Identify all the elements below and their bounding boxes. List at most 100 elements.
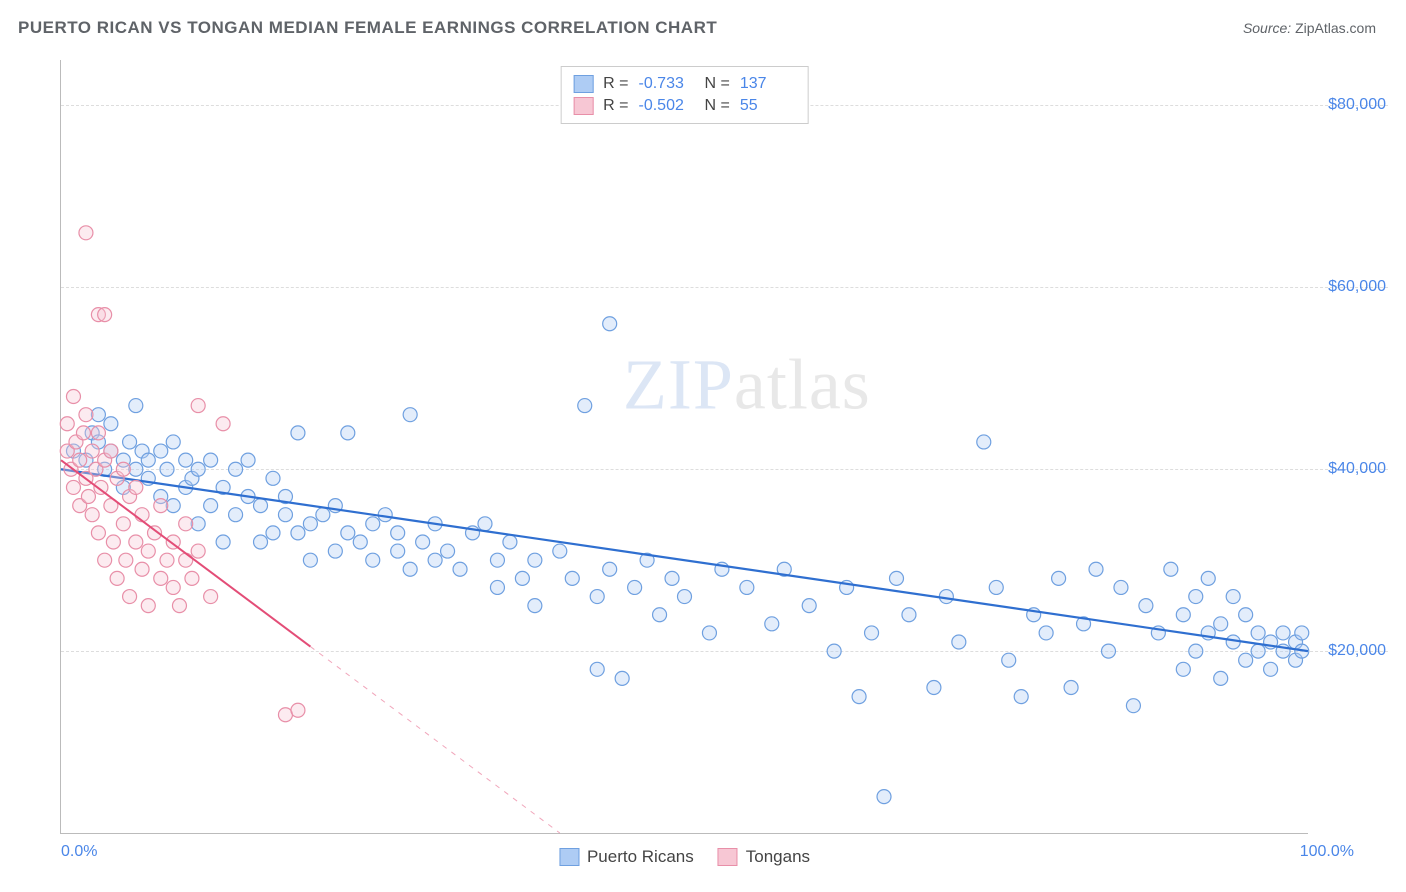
data-point [204, 453, 218, 467]
data-point [216, 535, 230, 549]
data-point [1114, 580, 1128, 594]
data-point [191, 399, 205, 413]
data-point [81, 490, 95, 504]
data-point [179, 553, 193, 567]
data-point [403, 408, 417, 422]
data-point [185, 571, 199, 585]
data-point [98, 553, 112, 567]
legend-swatch-tongan [718, 848, 738, 866]
data-point [391, 544, 405, 558]
legend-label-pr: Puerto Ricans [587, 847, 694, 867]
data-point [1176, 662, 1190, 676]
data-point [1251, 644, 1265, 658]
data-point [889, 571, 903, 585]
data-point [416, 535, 430, 549]
legend-item-pr: Puerto Ricans [559, 847, 694, 867]
data-point [1189, 590, 1203, 604]
data-point [141, 453, 155, 467]
data-point [278, 508, 292, 522]
data-point [229, 508, 243, 522]
legend-row-tongan: R = -0.502 N = 55 [573, 95, 796, 117]
data-point [60, 417, 74, 431]
data-point [553, 544, 567, 558]
data-point [1214, 671, 1228, 685]
data-point [91, 526, 105, 540]
data-point [266, 526, 280, 540]
data-point [1295, 626, 1309, 640]
chart-title: PUERTO RICAN VS TONGAN MEDIAN FEMALE EAR… [18, 18, 717, 38]
y-tick-label: $20,000 [1328, 642, 1386, 660]
data-point [179, 517, 193, 531]
data-point [1214, 617, 1228, 631]
data-point [977, 435, 991, 449]
data-point [927, 680, 941, 694]
data-point [989, 580, 1003, 594]
data-point [1264, 662, 1278, 676]
data-point [1239, 653, 1253, 667]
data-point [160, 462, 174, 476]
data-point [802, 599, 816, 613]
data-point [441, 544, 455, 558]
source-attribution: Source: ZipAtlas.com [1243, 20, 1376, 36]
data-point [578, 399, 592, 413]
data-point [166, 580, 180, 594]
data-point [135, 562, 149, 576]
data-point [191, 544, 205, 558]
data-point [503, 535, 517, 549]
svg-layer [61, 60, 1308, 833]
y-tick-label: $80,000 [1328, 96, 1386, 114]
data-point [254, 535, 268, 549]
data-point [478, 517, 492, 531]
legend-label-tongan: Tongans [746, 847, 810, 867]
data-point [827, 644, 841, 658]
data-point [303, 553, 317, 567]
data-point [702, 626, 716, 640]
data-point [106, 535, 120, 549]
data-point [129, 535, 143, 549]
data-point [154, 444, 168, 458]
data-point [1052, 571, 1066, 585]
n-label: N = [705, 75, 730, 93]
data-point [403, 562, 417, 576]
data-point [366, 553, 380, 567]
data-point [291, 526, 305, 540]
data-point [1101, 644, 1115, 658]
data-point [85, 508, 99, 522]
data-point [172, 599, 186, 613]
r-value-pr: -0.733 [639, 75, 695, 93]
data-point [204, 590, 218, 604]
legend-row-pr: R = -0.733 N = 137 [573, 73, 796, 95]
data-point [1002, 653, 1016, 667]
data-point [603, 317, 617, 331]
data-point [1164, 562, 1178, 576]
data-point [116, 462, 130, 476]
data-point [66, 480, 80, 494]
data-point [1201, 571, 1215, 585]
data-point [204, 499, 218, 513]
data-point [1176, 608, 1190, 622]
data-point [678, 590, 692, 604]
x-tick-label: 100.0% [1300, 843, 1354, 861]
data-point [119, 553, 133, 567]
data-point [453, 562, 467, 576]
data-point [952, 635, 966, 649]
data-point [328, 544, 342, 558]
data-point [1014, 690, 1028, 704]
data-point [129, 399, 143, 413]
data-point [391, 526, 405, 540]
y-tick-label: $60,000 [1328, 278, 1386, 296]
data-point [852, 690, 866, 704]
data-point [1276, 626, 1290, 640]
data-point [428, 553, 442, 567]
r-value-tongan: -0.502 [639, 97, 695, 115]
data-point [341, 426, 355, 440]
data-point [590, 590, 604, 604]
r-label: R = [603, 97, 628, 115]
source-label: Source: [1243, 20, 1291, 36]
r-label: R = [603, 75, 628, 93]
data-point [1126, 699, 1140, 713]
data-point [241, 453, 255, 467]
data-point [123, 435, 137, 449]
data-point [490, 553, 504, 567]
data-point [266, 471, 280, 485]
